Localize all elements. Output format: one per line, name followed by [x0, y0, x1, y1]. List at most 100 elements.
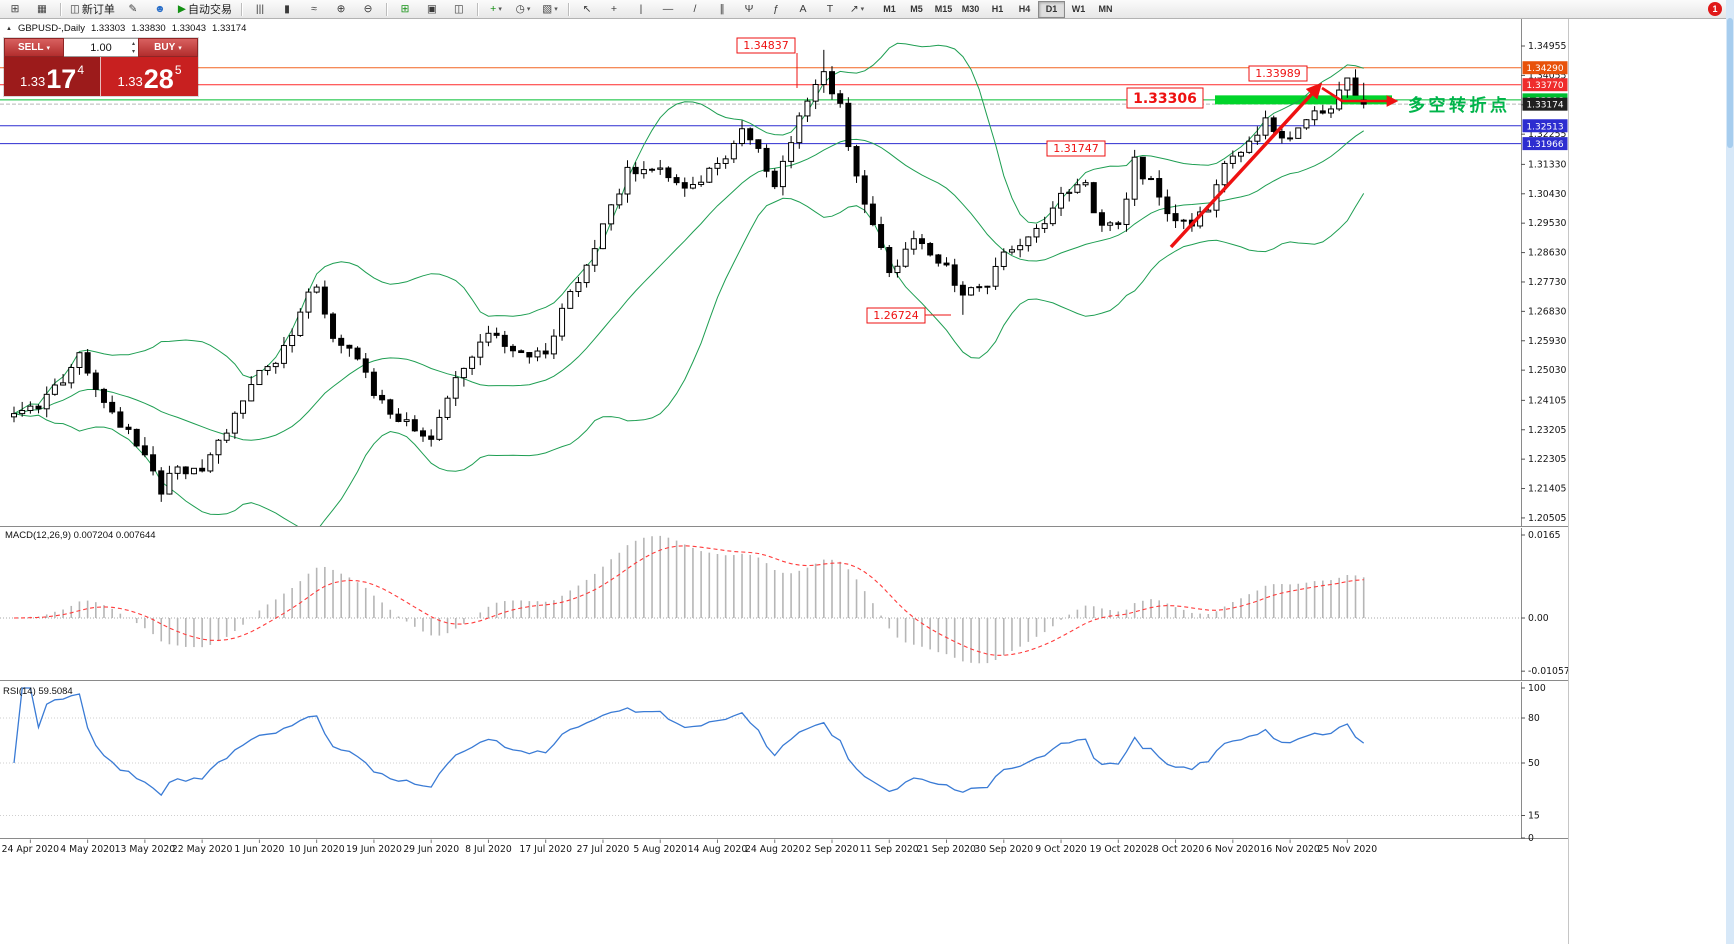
timeframe-m30[interactable]: M30 [961, 4, 980, 14]
candle-body [886, 246, 893, 274]
date-label: 11 Sep 2020 [860, 844, 919, 855]
autotrading-button[interactable]: ▶ 自动交易 [175, 2, 235, 17]
trend-arrow[interactable] [1169, 82, 1323, 249]
new-order-button[interactable]: ◫ 新订单 [67, 2, 118, 17]
horizontal-line-button[interactable]: — [656, 2, 680, 17]
sell-price-button[interactable]: 1.33 17 4 [4, 57, 101, 96]
toolbar-separator [241, 2, 242, 16]
price-axis-label: 1.26830 [1528, 306, 1567, 317]
fibonacci-retracement-button[interactable]: ƒ [764, 2, 788, 17]
price-axis-label: 1.27730 [1528, 277, 1567, 288]
notification-badge[interactable]: 1 [1708, 2, 1722, 16]
one-click-trading-panel: SELL ▾ 1.00 ▴ ▾ BUY ▾ 1.33 17 4 [4, 38, 198, 96]
candle-body [1123, 198, 1130, 225]
vertical-scrollbar[interactable] [1726, 0, 1734, 944]
mql5-community-button[interactable]: ☻ [148, 2, 172, 17]
timeframe-m5[interactable]: M5 [910, 4, 923, 14]
chart-profiles-button[interactable]: ▦ [30, 2, 54, 17]
candle-body [1221, 162, 1228, 186]
candle-body [968, 287, 975, 296]
chevron-down-icon: ▾ [860, 6, 865, 13]
annotation-box[interactable] [1126, 87, 1204, 109]
candle-body [231, 412, 238, 434]
zoom-in-button[interactable]: ⊕ [329, 2, 353, 17]
timeframe-w1[interactable]: W1 [1071, 4, 1086, 14]
scrollbar-thumb[interactable] [1727, 18, 1733, 148]
andrews-pitchfork-button[interactable]: Ψ [737, 2, 761, 17]
annotation-box[interactable] [1248, 65, 1308, 82]
annotation-box[interactable] [866, 307, 926, 324]
candle-body [542, 350, 549, 355]
bar-chart-button[interactable]: ||| [248, 2, 272, 17]
equidistant-channel-button[interactable]: ∥ [710, 2, 734, 17]
volume-stepper[interactable]: ▴ ▾ [132, 40, 135, 56]
trendline-button[interactable]: / [683, 2, 707, 17]
annotation-box[interactable] [736, 37, 796, 54]
periods-button[interactable]: ◷ ▾ [511, 2, 535, 17]
candle-body [1287, 137, 1294, 140]
crosshair-button[interactable]: + [602, 2, 626, 17]
arrange-windows-button[interactable]: ◫ [447, 2, 471, 17]
symbol-marker-icon: ▲ [6, 25, 12, 32]
candle-body [68, 367, 75, 384]
timeframe-m1[interactable]: M1 [883, 4, 896, 14]
stepper-down-icon[interactable]: ▾ [131, 49, 135, 55]
pullback-segment[interactable] [1321, 86, 1343, 103]
price-axis-label: 1.25930 [1528, 336, 1567, 347]
sell-price-main: 1.33 [19, 74, 46, 89]
timeframe-h1[interactable]: H1 [991, 4, 1004, 14]
candle-body [567, 291, 574, 309]
arrows-button[interactable]: ↗ ▾ [845, 2, 869, 17]
candle-body [575, 282, 582, 293]
text-label-button[interactable]: T [818, 2, 842, 17]
candle-body [1098, 212, 1105, 226]
chart-profiles-icon: ▦ [37, 2, 47, 15]
support-band[interactable] [1215, 95, 1392, 105]
timeframe-d1[interactable]: D1 [1038, 1, 1065, 18]
timeframe-mn[interactable]: MN [1098, 4, 1113, 14]
candle-body [182, 466, 189, 475]
cursor-button[interactable]: ↖ [575, 2, 599, 17]
candle-body [215, 439, 222, 456]
candle-body [84, 352, 91, 374]
candle-body [1148, 178, 1155, 181]
fibonacci-retracement-icon: ƒ [773, 2, 779, 15]
stepper-up-icon[interactable]: ▴ [131, 41, 135, 47]
toolbar-separator [60, 2, 61, 16]
candle-body [493, 332, 500, 336]
vertical-line-button[interactable]: | [629, 2, 653, 17]
candle-body [943, 262, 950, 266]
timeframe-h4[interactable]: H4 [1018, 4, 1031, 14]
buy-button[interactable]: BUY ▾ [138, 38, 198, 57]
volume-input[interactable]: 1.00 ▴ ▾ [64, 38, 138, 57]
candle-body [469, 356, 476, 369]
candle-body [43, 393, 50, 410]
candlestick-chart-button[interactable]: ▮ [275, 2, 299, 17]
candle-body [1254, 134, 1261, 142]
candle-body [747, 128, 754, 141]
date-label: 28 Oct 2020 [1147, 844, 1205, 855]
cascade-windows-button[interactable]: ▣ [420, 2, 444, 17]
timeframe-m15[interactable]: M15 [934, 4, 953, 14]
tile-windows-button[interactable]: ⊞ [393, 2, 417, 17]
zoom-out-button[interactable]: ⊖ [356, 2, 380, 17]
price-axis-label: 1.32255 [1528, 129, 1567, 140]
candle-body [272, 362, 279, 368]
trendline-icon: / [693, 2, 697, 15]
candle-body [1229, 155, 1236, 164]
new-chart-button[interactable]: ⊞ [3, 2, 27, 17]
line-chart-button[interactable]: ≈ [302, 2, 326, 17]
sell-button[interactable]: SELL ▾ [4, 38, 64, 57]
candlestick-chart-icon: ▮ [284, 2, 290, 15]
candle-body [141, 445, 148, 456]
text-button[interactable]: A [791, 2, 815, 17]
date-label: 27 Jul 2020 [577, 844, 630, 855]
metaeditor-button[interactable]: ✎ [121, 2, 145, 17]
candle-body [583, 264, 590, 284]
annotation-box[interactable] [1046, 140, 1106, 157]
templates-button[interactable]: ▧ ▾ [538, 2, 562, 17]
cascade-windows-icon: ▣ [427, 2, 437, 15]
buy-price-button[interactable]: 1.33 28 5 [101, 57, 198, 96]
candle-body [665, 167, 672, 179]
indicators-button[interactable]: + ▾ [484, 2, 508, 17]
